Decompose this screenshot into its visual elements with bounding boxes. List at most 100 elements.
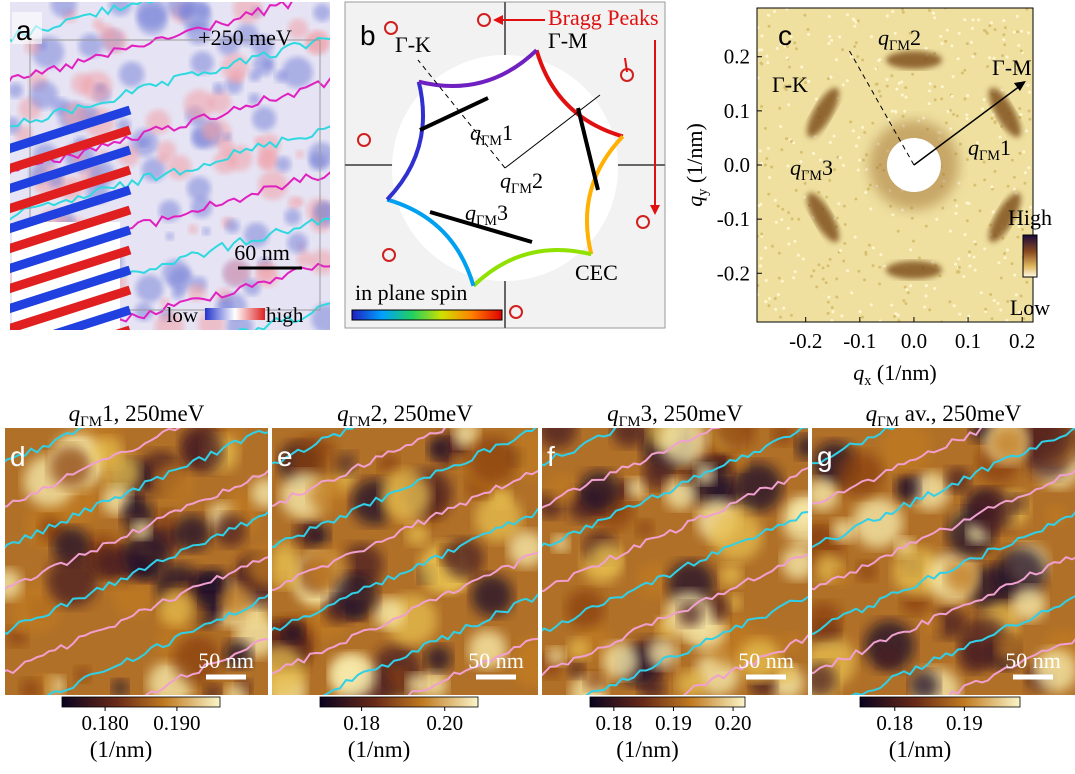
inset-stripe [5, 350, 130, 390]
noise [764, 127, 767, 130]
noise [969, 265, 972, 268]
noise [770, 165, 773, 168]
direction-label: Γ-M [992, 55, 1032, 80]
map-texture [626, 478, 647, 499]
noise [928, 9, 931, 12]
noise [865, 168, 868, 171]
noise [963, 18, 966, 21]
noise [765, 157, 768, 160]
noise [1006, 300, 1009, 303]
q-subscript: ΓM [80, 414, 102, 430]
noise [765, 279, 768, 282]
colorbar-unit: (1/nm) [889, 737, 952, 762]
texture [191, 51, 214, 74]
q-subscript: ΓM [619, 414, 641, 430]
colorbar [1023, 235, 1037, 277]
noise [1025, 129, 1028, 132]
map-texture [805, 602, 842, 639]
peak [886, 261, 942, 279]
noise [963, 69, 966, 72]
q-symbol: q [866, 401, 878, 426]
scale-bar-label: 50 nm [468, 648, 524, 673]
noise [1004, 256, 1007, 259]
colorbar-tick-label: 0.20 [426, 711, 463, 735]
q-subscript: ΓM [877, 414, 899, 430]
energy-label: +250 meV [198, 25, 292, 50]
texture [229, 69, 244, 84]
noise [988, 24, 991, 27]
colorbar-tick-label: 0.190 [153, 711, 200, 735]
noise [867, 187, 870, 190]
noise [1001, 237, 1004, 240]
noise [874, 67, 877, 70]
noise [957, 57, 960, 60]
noise [886, 85, 889, 88]
noise [941, 207, 944, 210]
noise [983, 178, 986, 181]
map-texture [388, 668, 408, 688]
scale-bar-label: 60 nm [234, 240, 290, 265]
noise [840, 314, 843, 317]
panel-label: a [16, 15, 32, 46]
noise [923, 306, 926, 309]
noise [830, 39, 833, 42]
noise [781, 208, 784, 211]
noise [857, 270, 860, 273]
noise [790, 314, 793, 317]
texture [258, 170, 288, 200]
noise [1022, 150, 1025, 153]
map-texture [225, 684, 246, 705]
noise [760, 62, 763, 65]
panel-a [0, 0, 342, 410]
noise [922, 117, 925, 120]
map-texture [159, 591, 193, 625]
noise [872, 264, 875, 267]
noise [832, 310, 835, 313]
noise [827, 312, 830, 315]
noise [904, 86, 907, 89]
noise [861, 316, 864, 319]
noise [787, 242, 790, 245]
texture [313, 4, 331, 22]
map-texture [508, 531, 545, 568]
noise [958, 32, 961, 35]
texture [249, 70, 261, 82]
q-suffix: 3 [497, 200, 508, 225]
noise [829, 258, 832, 261]
noise [886, 78, 889, 81]
noise [949, 127, 952, 130]
noise [857, 136, 860, 139]
noise [839, 156, 842, 159]
noise [911, 73, 914, 76]
noise [780, 218, 783, 221]
noise [912, 240, 915, 243]
noise [925, 295, 928, 298]
noise [1018, 152, 1021, 155]
noise [972, 18, 975, 21]
noise [836, 156, 839, 159]
noise [861, 126, 864, 129]
noise [822, 278, 825, 281]
x-axis-label: qx (1/nm) [853, 360, 937, 389]
noise [791, 217, 794, 220]
noise [846, 79, 849, 82]
texture [201, 122, 219, 140]
noise [870, 35, 873, 38]
noise [902, 115, 905, 118]
colorbar-low: low [167, 303, 199, 327]
noise [865, 153, 868, 156]
direction-label: Γ-K [395, 32, 431, 57]
q-symbol: q [790, 155, 801, 180]
noise [891, 110, 894, 113]
noise [855, 145, 858, 148]
q-subscript: ΓM [979, 148, 1000, 164]
noise [846, 13, 849, 16]
noise [984, 308, 987, 311]
texture [157, 140, 176, 159]
noise [1028, 118, 1031, 121]
noise [856, 55, 859, 58]
colorbar-unit: (1/nm) [348, 737, 411, 762]
map-texture [945, 467, 971, 493]
map-texture [425, 645, 452, 672]
noise [825, 196, 828, 199]
